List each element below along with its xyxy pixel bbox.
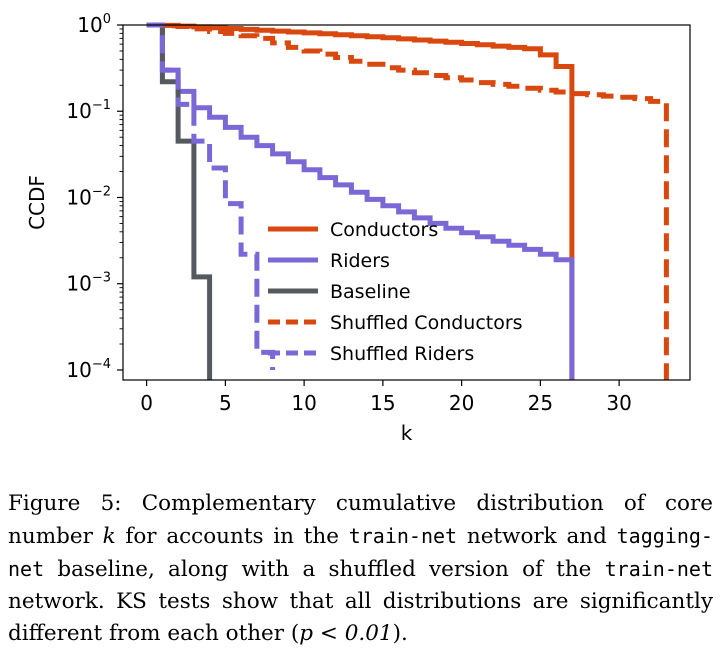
y-tick-label: 100 (77, 12, 111, 37)
legend: Conductors Riders Baseline Shuffled Conduct… (268, 219, 523, 365)
caption-code-tagging-net: tagging-net (8, 524, 713, 581)
caption-text-2: for accounts in the (125, 524, 339, 549)
x-tick-label: 0 (140, 391, 153, 415)
y-axis: 100 10−1 10−2 10−3 10−4 (66, 12, 123, 382)
legend-label: Riders (330, 250, 390, 272)
x-tick-label: 10 (291, 391, 316, 415)
legend-label: Conductors (330, 219, 438, 241)
x-tick-label: 25 (528, 391, 553, 415)
legend-label: Shuffled Conductors (330, 312, 523, 334)
caption-text-6: ). (392, 621, 408, 646)
caption-label: Figure 5: Complementary cumulative distr… (8, 491, 713, 549)
series-line-conductors (146, 22, 575, 380)
series-line-riders (146, 22, 575, 380)
caption-code-train-net-2: train-net (604, 557, 713, 581)
x-axis-label: k (401, 421, 413, 445)
x-tick-label: 15 (370, 391, 395, 415)
y-tick-label: 10−1 (66, 98, 111, 123)
y-tick-label: 10−2 (66, 184, 111, 209)
caption-math-p: p < 0.01 (299, 621, 393, 646)
x-tick-label: 20 (449, 391, 474, 415)
x-axis: 0 5 10 15 20 25 30 (140, 380, 632, 415)
x-tick-label: 30 (606, 391, 631, 415)
y-tick-label: 10−3 (66, 271, 111, 296)
series-line-shuffled-conductors (146, 22, 669, 380)
legend-label: Baseline (330, 281, 411, 303)
caption-variable-k: k (102, 524, 116, 549)
x-tick-label: 5 (219, 391, 232, 415)
axes-frame (122, 24, 691, 381)
y-axis-label: CCDF (25, 175, 49, 230)
caption-text-5: network. KS tests show that all distribu… (8, 589, 713, 646)
y-tick-label: 10−4 (66, 357, 111, 382)
caption-code-train-net: train-net (348, 524, 458, 548)
plot-area (146, 22, 669, 380)
figure-caption: Figure 5: Complementary cumulative distr… (8, 488, 713, 650)
legend-label: Shuffled Riders (330, 343, 474, 365)
caption-text-4: baseline, along with a shuffled version … (57, 557, 592, 582)
series-line-shuffled-riders (146, 22, 276, 370)
caption-text-3: network and (466, 524, 607, 549)
